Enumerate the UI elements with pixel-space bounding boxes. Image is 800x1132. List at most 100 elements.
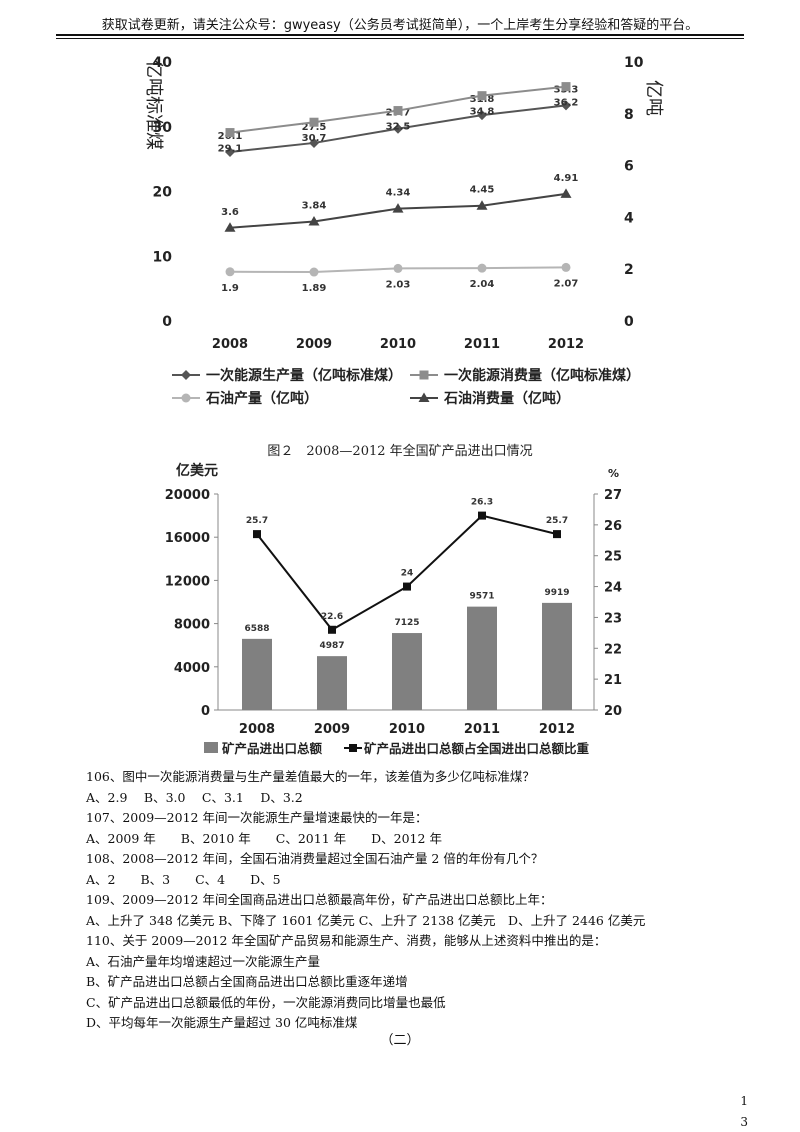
y-right-tick-label: 6 bbox=[624, 159, 634, 175]
x-tick-label: 2009 bbox=[296, 337, 332, 352]
data-label: 22.6 bbox=[321, 612, 343, 622]
data-point bbox=[225, 147, 235, 158]
y-right-tick-label: 20 bbox=[604, 704, 622, 719]
question-line: A、上升了 348 亿美元 B、下降了 1601 亿美元 C、上升了 2138 … bbox=[86, 912, 646, 928]
x-tick-label: 2008 bbox=[239, 722, 275, 737]
x-tick-label: 2010 bbox=[380, 337, 416, 352]
data-label: 2.03 bbox=[386, 279, 411, 290]
data-point bbox=[308, 216, 320, 226]
y-right-tick-label: 0 bbox=[624, 314, 634, 330]
data-label: 2.07 bbox=[554, 278, 579, 289]
bar bbox=[317, 656, 347, 710]
x-tick-label: 2011 bbox=[464, 337, 500, 352]
y-left-tick-label: 8000 bbox=[174, 618, 210, 633]
y-left-axis-label: 亿美元 bbox=[176, 462, 218, 479]
mineral-trade-chart: 0 4000 8000 12000 16000 20000 20 21 22 23 24 25 26 27… bbox=[165, 462, 622, 756]
data-label: 24 bbox=[401, 569, 414, 579]
data-point bbox=[477, 110, 487, 121]
data-label: 2.04 bbox=[470, 279, 495, 290]
legend-label: 一次能源消费量（亿吨标准煤） bbox=[444, 367, 640, 384]
bar-value-label: 4987 bbox=[319, 641, 344, 651]
y-right-axis-label: 亿吨 bbox=[643, 80, 664, 116]
question-line: B、矿产品进出口总额占全国商品进出口总额比重逐年递增 bbox=[86, 974, 408, 989]
data-point bbox=[309, 137, 319, 148]
data-label: 4.91 bbox=[554, 173, 579, 184]
data-label: 29.1 bbox=[218, 144, 243, 155]
legend-label: 一次能源生产量（亿吨标准煤） bbox=[206, 367, 402, 384]
data-label: 32.5 bbox=[386, 122, 411, 133]
question-line: 107、2009—2012 年间一次能源生产量增速最快的一年是： bbox=[86, 810, 428, 825]
data-point bbox=[478, 511, 486, 520]
x-tick-label: 2011 bbox=[464, 722, 500, 737]
bar-value-label: 7125 bbox=[394, 618, 419, 628]
x-tick-label: 2012 bbox=[548, 337, 584, 352]
y-right-tick-label: 21 bbox=[604, 673, 622, 688]
legend-marker bbox=[181, 393, 191, 403]
bar-value-label: 6588 bbox=[244, 624, 269, 634]
energy-line-chart: 0 10 20 30 40 0 2 4 6 8 10 2008 2009 2010 2011 2012 亿吨标准… bbox=[143, 55, 664, 407]
data-point bbox=[225, 267, 235, 277]
y-left-tick-label: 16000 bbox=[165, 531, 210, 546]
y-left-tick-label: 20 bbox=[153, 185, 173, 201]
y-right-tick-label: 24 bbox=[604, 581, 622, 596]
page-header: 获取试卷更新，请关注公众号：gwyeasy（公务员考试挺简单），一个上岸考生分享… bbox=[101, 18, 699, 33]
page-number: 1 bbox=[740, 1094, 748, 1108]
y-right-tick-label: 4 bbox=[624, 210, 634, 226]
y-left-tick-label: 0 bbox=[201, 704, 210, 719]
data-label: 34.8 bbox=[470, 107, 495, 118]
data-point bbox=[309, 117, 319, 127]
question-line: 108、2008—2012 年间，全国石油消费量超过全国石油产量 2 倍的年份有… bbox=[86, 851, 544, 866]
legend-label: 矿产品进出口总额 bbox=[222, 741, 323, 756]
data-point bbox=[560, 188, 572, 198]
data-point bbox=[393, 106, 403, 116]
legend-swatch bbox=[204, 742, 218, 753]
bar bbox=[542, 602, 572, 710]
y-left-tick-label: 4000 bbox=[174, 661, 210, 676]
data-label: 25.7 bbox=[246, 516, 268, 526]
x-tick-label: 2008 bbox=[212, 337, 248, 352]
data-label: 26.3 bbox=[471, 498, 493, 508]
data-label: 4.34 bbox=[386, 188, 411, 199]
data-label: 30.7 bbox=[302, 133, 327, 144]
y-right-tick-label: 23 bbox=[604, 611, 622, 626]
page-number-total: 3 bbox=[740, 1115, 748, 1129]
y-left-tick-label: 30 bbox=[153, 120, 173, 136]
data-point bbox=[328, 625, 336, 634]
y-left-tick-label: 0 bbox=[162, 314, 172, 330]
question-line: A、2.9 B、3.0 C、3.1 D、3.2 bbox=[86, 789, 303, 805]
data-label: 3.84 bbox=[302, 201, 327, 212]
y-right-tick-label: 10 bbox=[624, 55, 644, 71]
data-point bbox=[561, 100, 571, 111]
question-line: D、平均每年一次能源生产量超过 30 亿吨标准煤 bbox=[86, 1015, 358, 1030]
data-label: 4.45 bbox=[470, 185, 495, 196]
data-point bbox=[476, 200, 488, 210]
data-point bbox=[253, 530, 261, 539]
legend-label: 石油产量（亿吨） bbox=[205, 390, 318, 407]
bar bbox=[242, 638, 272, 710]
legend-marker bbox=[419, 370, 429, 380]
data-point bbox=[393, 123, 403, 134]
data-point bbox=[477, 263, 487, 273]
y-left-tick-label: 20000 bbox=[165, 488, 210, 503]
data-label: 3.6 bbox=[221, 207, 239, 218]
legend-marker bbox=[349, 744, 357, 752]
x-tick-label: 2010 bbox=[389, 722, 425, 737]
x-tick-label: 2012 bbox=[539, 722, 575, 737]
bar-value-label: 9919 bbox=[544, 588, 569, 598]
y-right-axis-label: % bbox=[608, 467, 619, 480]
data-label: 25.7 bbox=[546, 516, 568, 526]
data-point bbox=[561, 82, 571, 92]
section-mark: （二） bbox=[380, 1033, 420, 1048]
y-left-axis-label: 亿吨标准煤 bbox=[143, 60, 164, 150]
header-rule-thin bbox=[56, 38, 744, 39]
y-right-tick-label: 2 bbox=[624, 262, 634, 278]
legend-label: 石油消费量（亿吨） bbox=[443, 390, 570, 407]
data-point bbox=[477, 91, 487, 101]
question-line: 106、图中一次能源消费量与生产量差值最大的一年，该差值为多少亿吨标准煤？ bbox=[86, 769, 535, 784]
data-label: 1.9 bbox=[221, 283, 239, 294]
legend-marker bbox=[418, 392, 430, 402]
data-point bbox=[224, 222, 236, 232]
question-line: A、2 B、3 C、4 D、5 bbox=[86, 871, 281, 887]
y-right-tick-label: 22 bbox=[604, 642, 622, 657]
question-list: 106、图中一次能源消费量与生产量差值最大的一年，该差值为多少亿吨标准煤？ A、… bbox=[86, 767, 746, 1034]
